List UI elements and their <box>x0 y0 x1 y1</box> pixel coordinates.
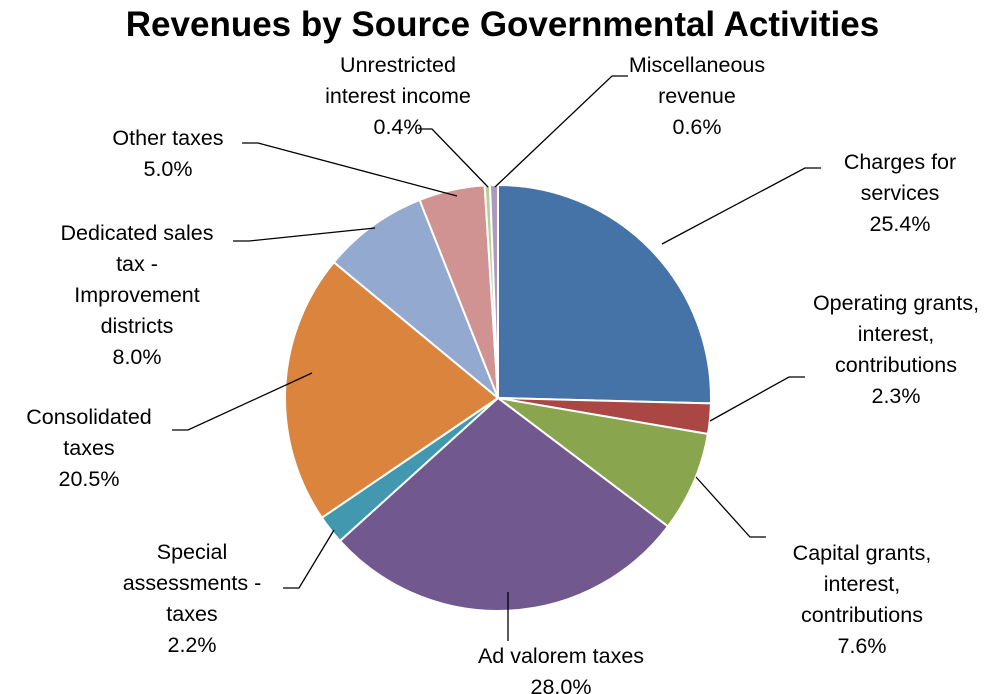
pie-slice-2 <box>497 397 709 528</box>
slice-name-line-6: districts <box>101 314 174 338</box>
leader-line-4 <box>283 529 335 589</box>
slice-label-6: Dedicated sales tax - Improvement districts… <box>61 221 214 369</box>
slice-percent-9: 0.6% <box>672 115 721 139</box>
slice-label-7: Other taxes 5.0% <box>112 126 223 181</box>
chart-title: Revenues by Source Governmental Activiti… <box>125 5 880 44</box>
leader-line-6 <box>233 227 376 242</box>
slice-label-0: Charges for services 25.4% <box>844 150 956 236</box>
slice-name-line-2: Capital grants, <box>793 541 932 565</box>
slice-percent-3: 28.0% <box>531 675 592 694</box>
slice-name-line-2: interest, <box>824 572 900 596</box>
slice-name-line-5: Consolidated <box>26 405 152 429</box>
slice-name-line-7: Other taxes <box>112 126 223 150</box>
slice-name-line-8: Unrestricted <box>340 53 456 77</box>
pie-slice-5 <box>284 261 499 519</box>
slice-label-1: Operating grants, interest, contributions 2… <box>813 291 979 408</box>
slice-name-line-0: Charges for <box>844 150 956 174</box>
pie-slices <box>284 183 712 612</box>
slice-name-line-9: Miscellaneous <box>629 53 765 77</box>
slice-name-line-4: taxes <box>166 602 217 626</box>
slice-percent-0: 25.4% <box>870 212 931 236</box>
slice-label-9: Miscellaneous revenue 0.6% <box>629 53 765 139</box>
slice-percent-7: 5.0% <box>143 157 192 181</box>
slice-name-line-5: taxes <box>63 436 114 460</box>
leader-line-5 <box>172 372 313 431</box>
leader-line-9 <box>494 75 628 188</box>
slice-name-line-6: Dedicated sales <box>61 221 214 245</box>
slice-label-2: Capital grants, interest, contributions 7.6… <box>793 541 932 658</box>
leader-line-0 <box>661 167 821 245</box>
leader-lines <box>172 75 821 641</box>
slice-label-5: Consolidated taxes 20.5% <box>26 405 152 491</box>
slice-name-line-9: revenue <box>658 84 736 108</box>
slice-label-4: Special assessments - taxes 2.2% <box>123 540 262 657</box>
slice-label-8: Unrestricted interest income 0.4% <box>325 53 471 139</box>
slice-name-line-8: interest income <box>325 84 471 108</box>
slice-percent-1: 2.3% <box>871 384 920 408</box>
slice-name-line-2: contributions <box>801 603 923 627</box>
slice-labels: Charges for services 25.4% Operating grants… <box>26 53 979 694</box>
leader-line-8 <box>418 128 489 188</box>
pie-slice-0 <box>497 184 712 405</box>
leader-line-2 <box>695 476 766 538</box>
slice-label-3: Ad valorem taxes 28.0% <box>478 644 644 694</box>
leader-line-7 <box>242 142 458 197</box>
slice-name-line-6: Improvement <box>74 283 199 307</box>
slice-name-line-1: contributions <box>835 353 957 377</box>
slice-name-line-4: assessments - <box>123 571 262 595</box>
slice-percent-5: 20.5% <box>59 467 120 491</box>
slice-name-line-6: tax - <box>116 252 158 276</box>
slice-percent-4: 2.2% <box>167 633 216 657</box>
slice-name-line-0: services <box>861 181 940 205</box>
slice-percent-6: 8.0% <box>112 345 161 369</box>
slice-name-line-3: Ad valorem taxes <box>478 644 644 668</box>
slice-name-line-1: Operating grants, <box>813 291 979 315</box>
pie-slice-6 <box>332 198 499 399</box>
slice-percent-2: 7.6% <box>837 634 886 658</box>
slice-name-line-4: Special <box>157 540 228 564</box>
leader-line-1 <box>709 376 805 422</box>
slice-name-line-1: interest, <box>858 322 934 346</box>
slice-percent-8: 0.4% <box>373 115 422 139</box>
